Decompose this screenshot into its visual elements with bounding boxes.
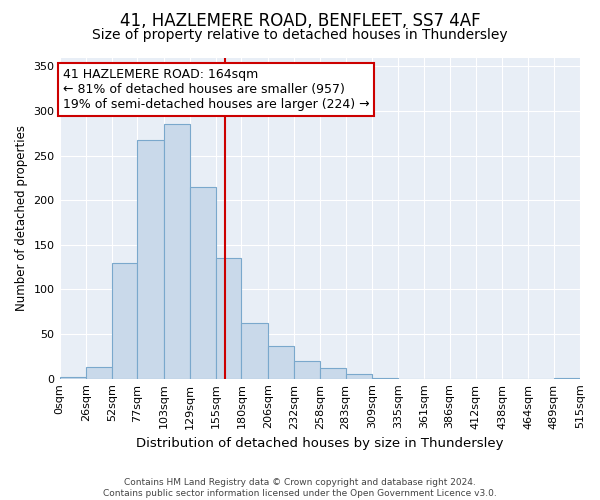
Bar	[86, 367, 112, 378]
Bar	[164, 124, 190, 378]
Text: Size of property relative to detached houses in Thundersley: Size of property relative to detached ho…	[92, 28, 508, 42]
Bar	[294, 361, 320, 378]
Y-axis label: Number of detached properties: Number of detached properties	[15, 125, 28, 311]
Bar	[346, 374, 372, 378]
Bar	[320, 368, 346, 378]
Bar	[112, 262, 137, 378]
Bar	[59, 377, 86, 378]
Bar	[190, 187, 216, 378]
Text: Contains HM Land Registry data © Crown copyright and database right 2024.
Contai: Contains HM Land Registry data © Crown c…	[103, 478, 497, 498]
Text: 41, HAZLEMERE ROAD, BENFLEET, SS7 4AF: 41, HAZLEMERE ROAD, BENFLEET, SS7 4AF	[119, 12, 481, 30]
Bar	[216, 258, 241, 378]
Bar	[241, 324, 268, 378]
Text: 41 HAZLEMERE ROAD: 164sqm
← 81% of detached houses are smaller (957)
19% of semi: 41 HAZLEMERE ROAD: 164sqm ← 81% of detac…	[62, 68, 369, 111]
Bar	[268, 346, 294, 378]
X-axis label: Distribution of detached houses by size in Thundersley: Distribution of detached houses by size …	[136, 437, 503, 450]
Bar	[137, 140, 164, 378]
